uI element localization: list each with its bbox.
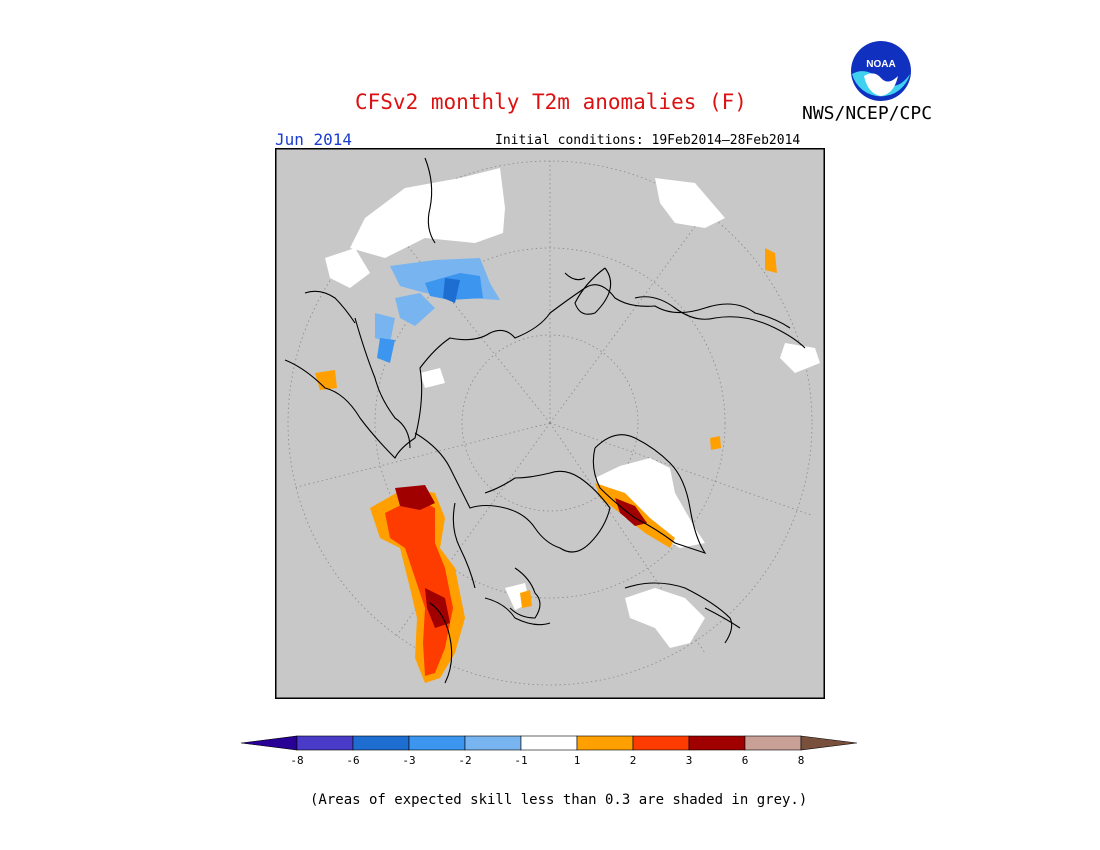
colorbar-tick-label: 6: [742, 754, 749, 767]
colorbar: -8 -6 -3 -2 -1 1 2 3 6 8: [240, 735, 858, 767]
colorbar-bin: [520, 735, 578, 751]
colorbar-bin-low-end: [240, 735, 298, 751]
colorbar-tick-label: 8: [798, 754, 805, 767]
colorbar-tick-label: 1: [574, 754, 581, 767]
colorbar-bin: [296, 735, 354, 751]
colorbar-bin: [688, 735, 746, 751]
colorbar-tick-label: -8: [290, 754, 303, 767]
noaa-logo-text: NOAA: [866, 59, 895, 70]
near-normal-regions: [325, 168, 820, 648]
colorbar-bin: [352, 735, 410, 751]
colorbar-tick-label: 3: [686, 754, 693, 767]
valid-month: Jun 2014: [275, 130, 353, 149]
colorbar-bin: [576, 735, 634, 751]
warm-anomaly-regions: [315, 248, 777, 683]
colorbar-tick-label: -3: [402, 754, 415, 767]
colorbar-bin: [408, 735, 466, 751]
colorbar-tick-label: -1: [514, 754, 527, 767]
colorbar-bin: [744, 735, 802, 751]
map-frame: [275, 148, 825, 699]
colorbar-tick-label: 2: [630, 754, 637, 767]
initial-conditions: Initial conditions: 19Feb2014–28Feb2014: [495, 133, 801, 148]
map-title: CFSv2 monthly T2m anomalies (F): [355, 90, 747, 114]
cold-anomaly-regions: [375, 258, 500, 363]
polar-map: [275, 148, 825, 699]
coastlines: [284, 157, 806, 684]
colorbar-tick-label: -6: [346, 754, 359, 767]
noaa-logo: NOAA: [851, 41, 911, 101]
colorbar-bin: [632, 735, 690, 751]
agency-label: NWS/NCEP/CPC: [802, 103, 933, 124]
colorbar-tick-label: -2: [458, 754, 471, 767]
colorbar-bin-high-end: [800, 735, 858, 751]
colorbar-bin: [464, 735, 522, 751]
skill-footnote: (Areas of expected skill less than 0.3 a…: [310, 792, 808, 808]
